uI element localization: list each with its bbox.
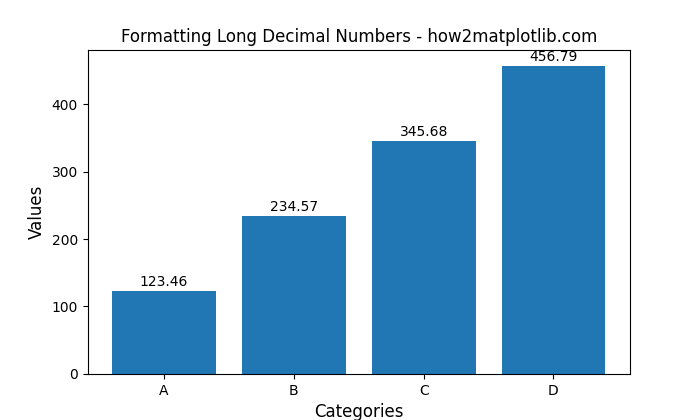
Text: 345.68: 345.68 [400, 125, 448, 139]
Bar [242, 216, 346, 374]
X-axis label: Categories: Categories [314, 403, 403, 420]
Text: 456.79: 456.79 [529, 50, 578, 64]
Text: 234.57: 234.57 [270, 200, 318, 214]
Bar [112, 291, 216, 374]
Text: 123.46: 123.46 [140, 275, 188, 289]
Bar [501, 66, 606, 374]
Bar [372, 141, 475, 374]
Y-axis label: Values: Values [28, 185, 46, 239]
Title: Formatting Long Decimal Numbers - how2matplotlib.com: Formatting Long Decimal Numbers - how2ma… [120, 28, 597, 46]
